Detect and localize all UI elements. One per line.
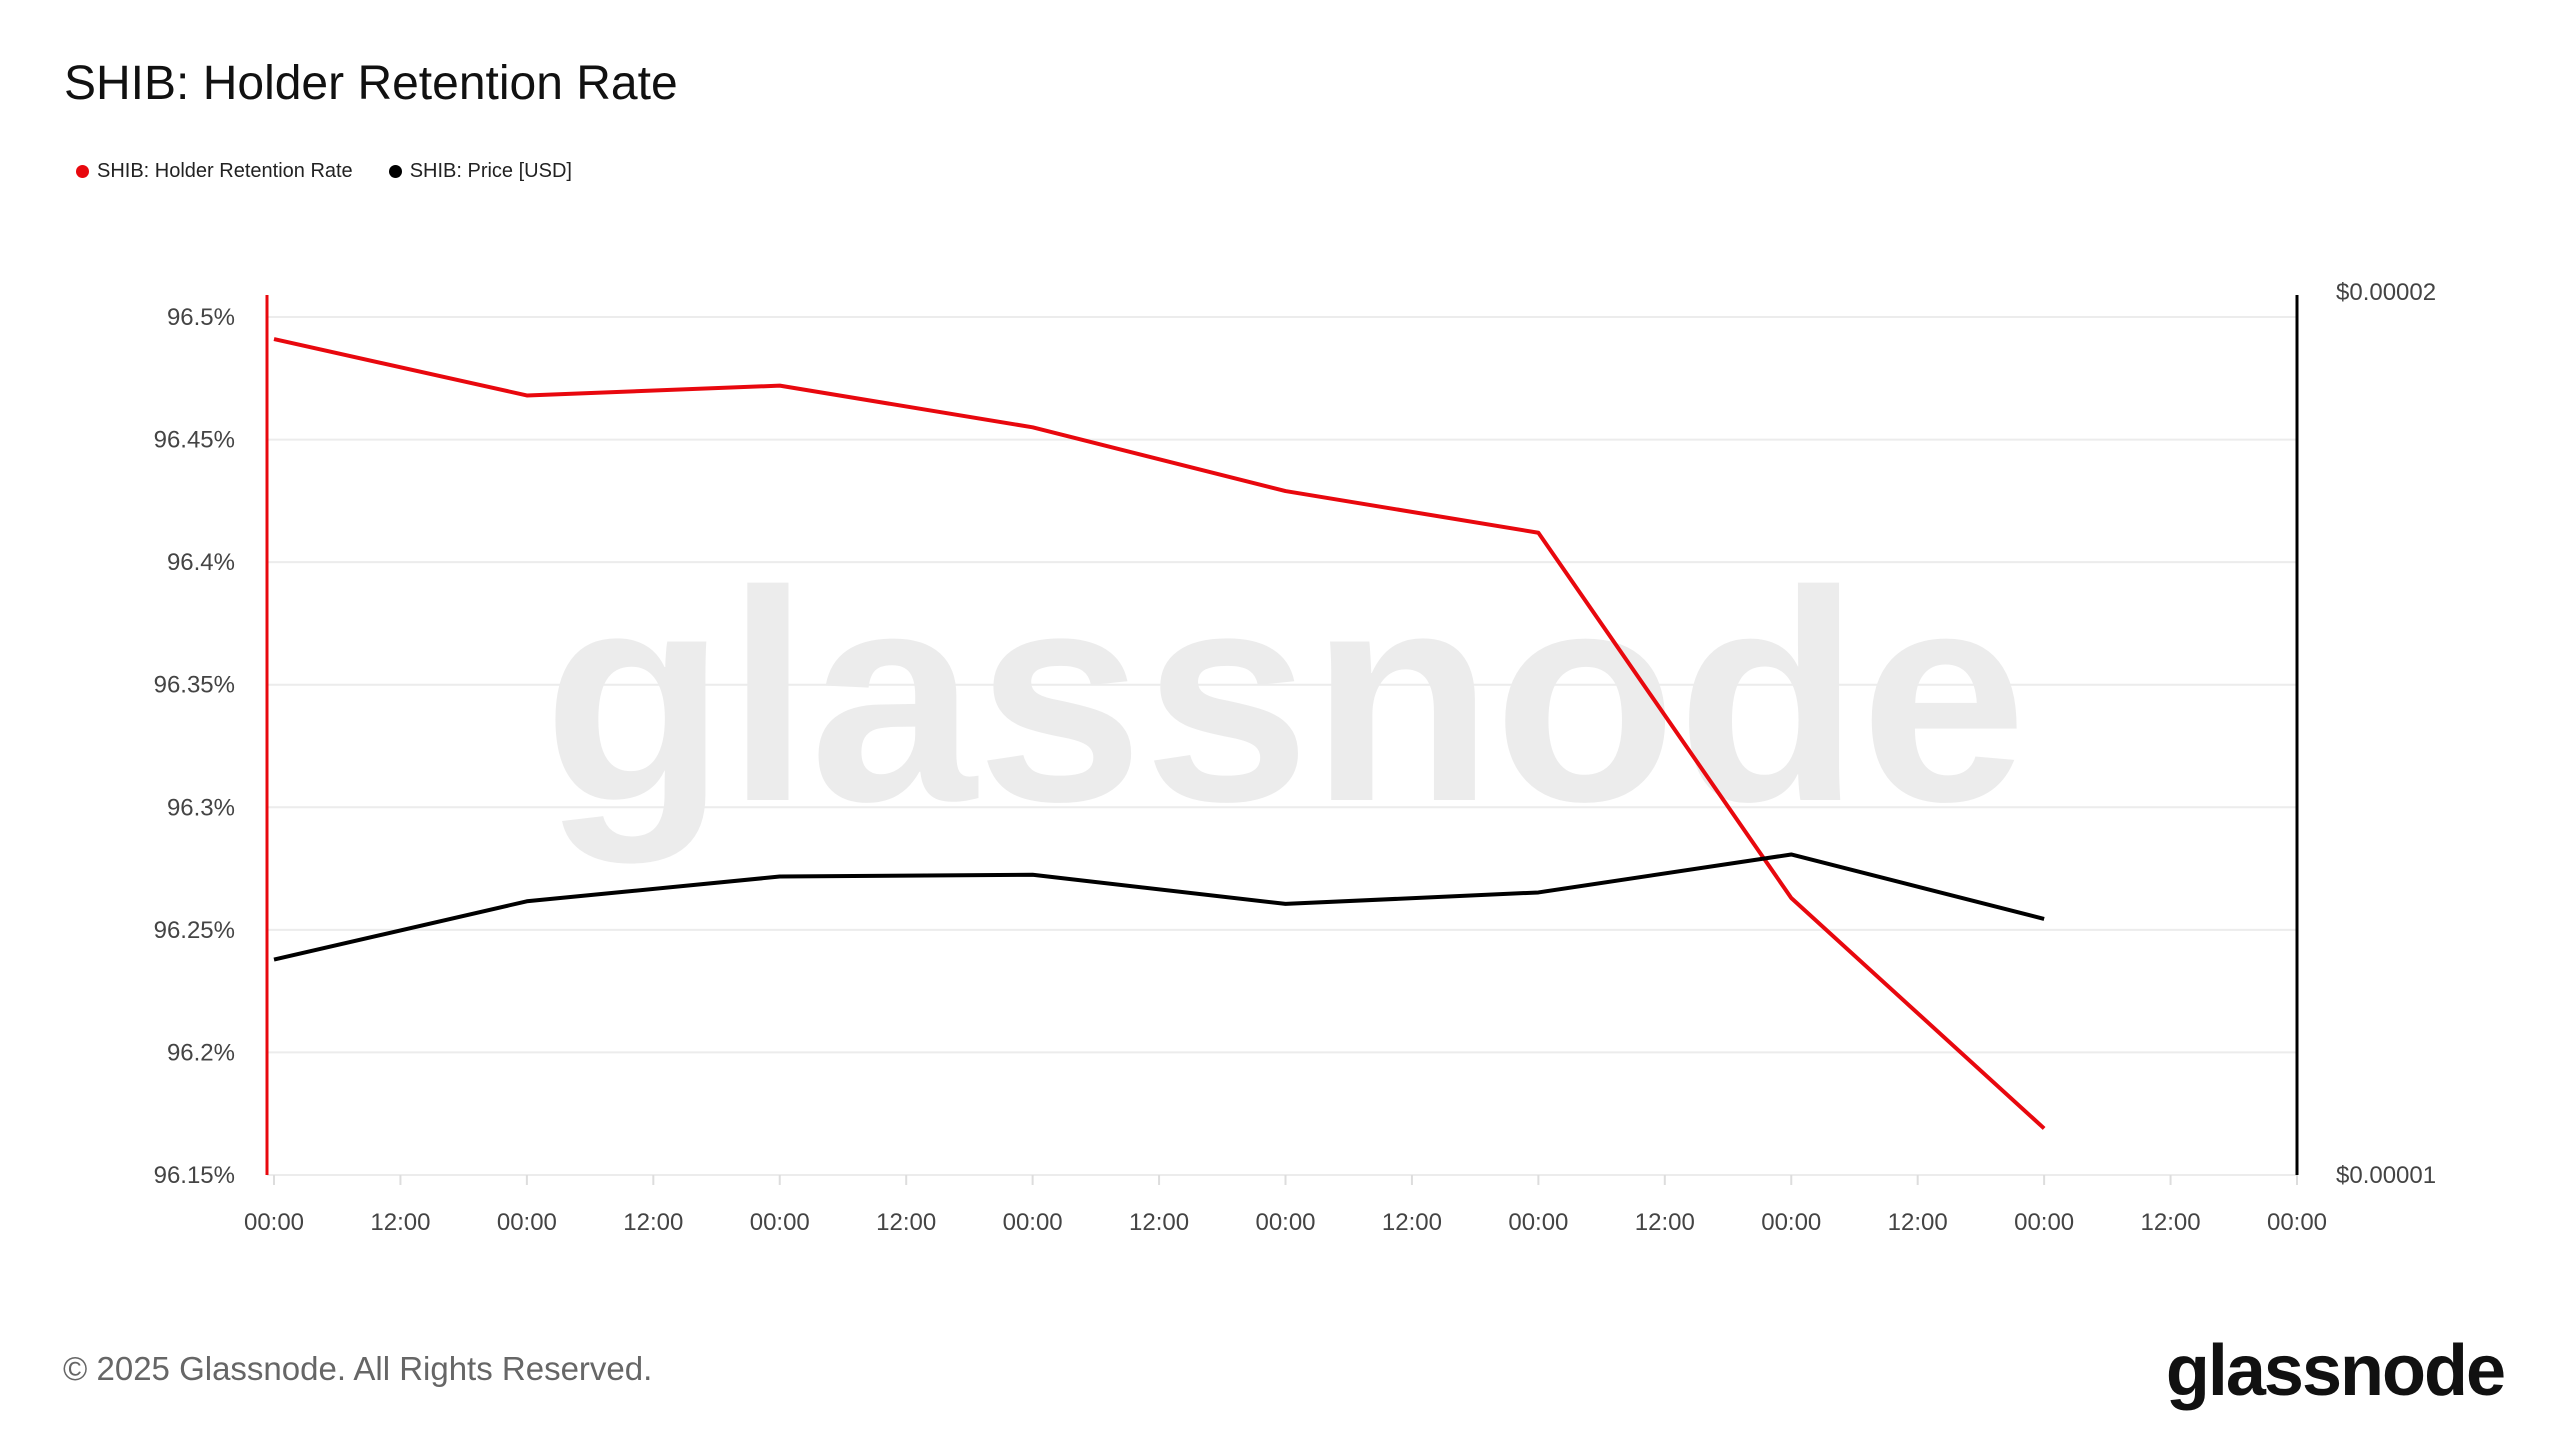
y-left-tick-label: 96.15% (154, 1162, 235, 1189)
x-tick-label: 00:00 (2267, 1209, 2327, 1236)
x-tick-label: 12:00 (1382, 1209, 1442, 1236)
legend-item-retention[interactable]: SHIB: Holder Retention Rate (76, 160, 353, 183)
legend-dot-red-icon (76, 165, 89, 178)
legend-dot-black-icon (388, 165, 402, 178)
x-tick-label: 12:00 (1129, 1209, 1189, 1236)
x-tick-label: 00:00 (1255, 1209, 1315, 1236)
x-tick-label: 12:00 (2141, 1209, 2201, 1236)
legend-label: SHIB: Price [USD] (409, 160, 572, 182)
x-tick-label: 00:00 (1508, 1209, 1568, 1236)
y-left-tick-label: 96.5% (167, 304, 235, 331)
series-line-retention (273, 337, 2046, 1130)
x-tick-label: 00:00 (750, 1209, 810, 1236)
y-left-tick-label: 96.4% (167, 549, 235, 576)
x-tick-label: 12:00 (1888, 1209, 1948, 1236)
y-left-tick-label: 96.2% (167, 1039, 235, 1066)
chart-title: SHIB: Holder Retention Rate (64, 57, 678, 110)
x-tick-label: 00:00 (1003, 1209, 1063, 1236)
x-tick-label: 12:00 (876, 1209, 936, 1236)
x-tick-label: 12:00 (623, 1209, 683, 1236)
y-left-tick-label: 96.25% (154, 917, 235, 944)
x-tick-label: 12:00 (1635, 1209, 1695, 1236)
y-left-tick-label: 96.35% (154, 672, 235, 699)
x-tick-label: 00:00 (2014, 1209, 2074, 1236)
copyright: © 2025 Glassnode. All Rights Reserved. (63, 1350, 653, 1387)
x-tick-label: 00:00 (244, 1209, 304, 1236)
y-left-tick-label: 96.45% (154, 427, 235, 454)
glassnode-logo: glassnode (2165, 1331, 2506, 1411)
x-tick-label: 00:00 (1761, 1209, 1821, 1236)
legend-item-price[interactable]: SHIB: Price [USD] (388, 160, 572, 183)
y-left-tick-label: 96.3% (167, 794, 235, 821)
y-right-tick-label: $0.00002 (2336, 279, 2436, 306)
series-line-price (273, 852, 2045, 962)
y-right-tick-label: $0.00001 (2336, 1162, 2436, 1189)
watermark: glassnode (543, 528, 2027, 866)
legend-label: SHIB: Holder Retention Rate (97, 160, 353, 182)
x-tick-label: 00:00 (497, 1209, 557, 1236)
x-tick-label: 12:00 (370, 1209, 430, 1236)
legend: SHIB: Holder Retention Rate SHIB: Price … (76, 160, 572, 183)
